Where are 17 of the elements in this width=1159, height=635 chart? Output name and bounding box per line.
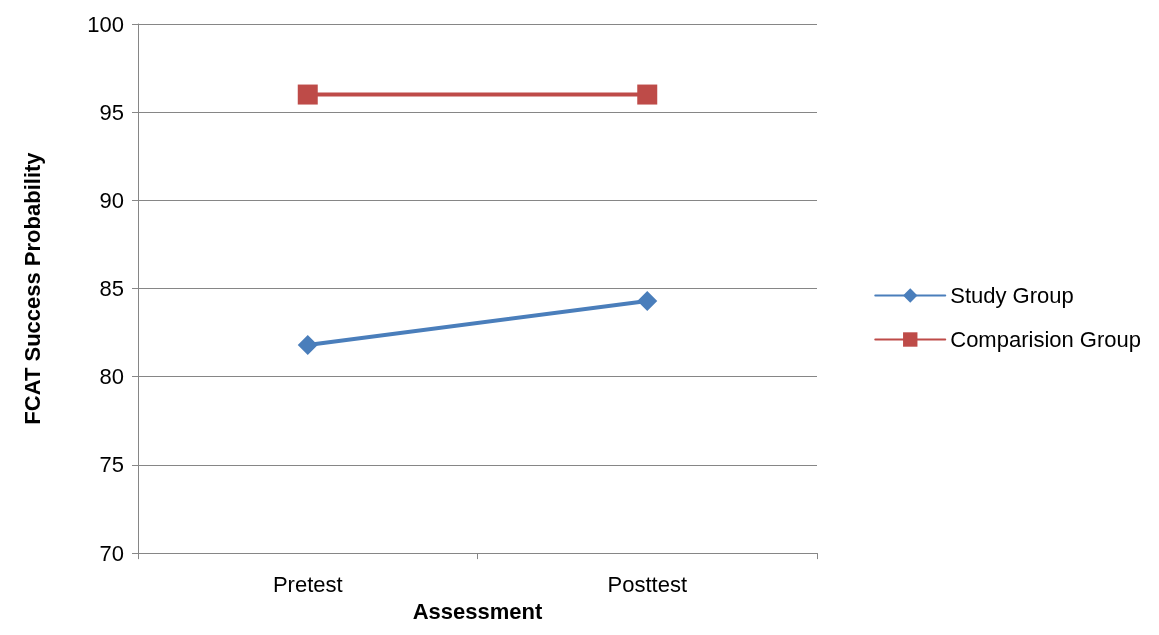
y-tick-label: 80 [99, 364, 124, 390]
point [637, 290, 658, 311]
y-tick-label: 75 [99, 452, 124, 478]
legend-label: Study Group [950, 283, 1074, 308]
y-tick-label: 70 [99, 540, 124, 566]
y-axis-title: FCAT Success Probability [19, 151, 45, 425]
y-tick-label: 90 [99, 187, 124, 213]
point [297, 84, 318, 105]
y-tick-label: 85 [99, 276, 124, 302]
y-tick-label: 95 [99, 99, 124, 125]
x-axis-title: Assessment [412, 598, 543, 624]
point [297, 334, 318, 355]
point [637, 84, 658, 105]
y-tick-label: 100 [87, 11, 124, 37]
x-tick-label: Pretest [272, 571, 343, 597]
legend-label: Comparision Group [950, 327, 1141, 352]
x-tick-label: Posttest [607, 571, 687, 597]
